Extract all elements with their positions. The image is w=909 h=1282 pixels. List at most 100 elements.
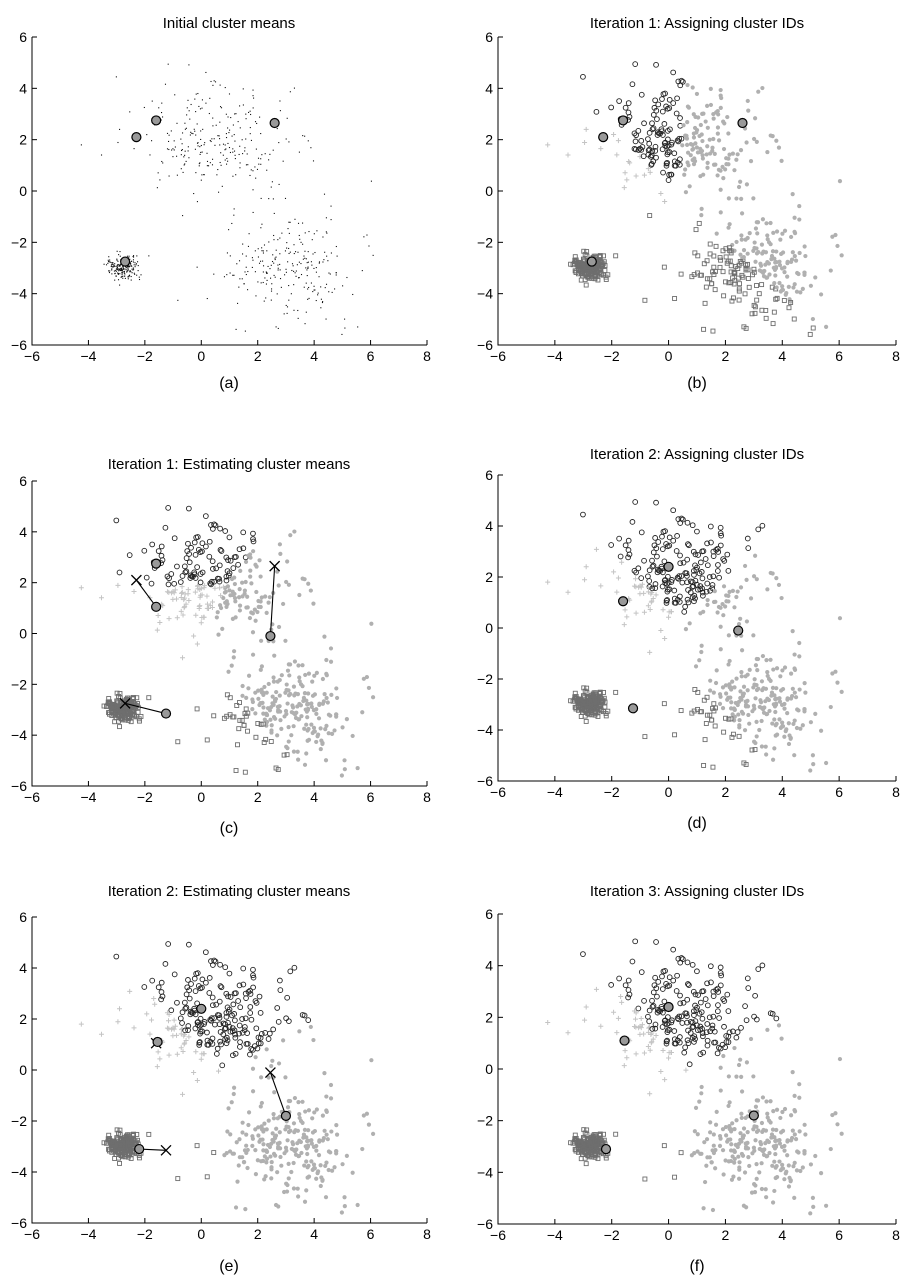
data-point (265, 706, 271, 711)
data-point (328, 646, 334, 651)
data-point (198, 620, 204, 626)
data-point (214, 144, 216, 146)
data-point (646, 130, 653, 136)
data-point (245, 118, 247, 120)
data-point (231, 649, 237, 654)
data-point (357, 326, 359, 328)
data-point (653, 499, 659, 506)
data-point (207, 602, 213, 608)
data-point (624, 614, 630, 620)
data-point (183, 555, 190, 561)
data-point (273, 234, 275, 237)
data-point (659, 96, 665, 102)
data-point (334, 712, 339, 717)
data-point (227, 695, 233, 701)
data-point (653, 939, 659, 945)
data-point (742, 1003, 748, 1009)
data-point (127, 265, 129, 268)
data-point (223, 577, 230, 584)
data-point (272, 198, 274, 200)
data-point (583, 1161, 589, 1167)
data-point (691, 1039, 697, 1045)
data-point (184, 163, 186, 165)
data-point (745, 1130, 750, 1135)
data-point (266, 1118, 271, 1123)
data-point (278, 551, 283, 556)
data-point (625, 554, 631, 561)
data-point (194, 98, 196, 100)
data-point (138, 713, 144, 719)
data-point (662, 967, 668, 974)
data-point (718, 187, 723, 192)
data-point (797, 654, 802, 659)
data-point (782, 1106, 788, 1112)
data-point (702, 1140, 707, 1145)
data-point (707, 963, 714, 970)
data-point (264, 690, 269, 695)
data-point (751, 266, 757, 272)
data-point (674, 972, 680, 979)
data-point (318, 1183, 323, 1189)
data-point (756, 89, 761, 94)
data-point (701, 1206, 706, 1211)
data-point (730, 1121, 735, 1126)
x-tick-label: 2 (254, 789, 262, 805)
data-point (113, 270, 115, 272)
data-point (209, 162, 211, 164)
data-point (111, 264, 113, 266)
data-point (747, 721, 752, 726)
data-point (659, 128, 665, 135)
data-point (360, 1146, 365, 1152)
data-point (179, 1009, 186, 1016)
data-point (218, 191, 220, 193)
data-point (583, 718, 589, 724)
data-point (650, 596, 656, 602)
data-point (279, 726, 284, 731)
data-point (194, 1019, 201, 1026)
data-point (286, 312, 288, 314)
data-point (676, 135, 683, 142)
data-point (369, 621, 374, 626)
data-point (344, 327, 346, 329)
data-point (247, 1051, 253, 1058)
data-point (751, 633, 756, 638)
data-point (754, 734, 759, 739)
axes (497, 914, 896, 1225)
data-point (621, 622, 627, 628)
data-point (798, 726, 803, 731)
data-point (273, 765, 279, 771)
data-point (203, 144, 205, 146)
data-point (238, 568, 243, 574)
data-point (697, 133, 702, 139)
data-point (366, 1122, 372, 1127)
data-point (671, 599, 678, 606)
data-point (742, 291, 748, 297)
data-point (132, 256, 135, 258)
data-point (127, 269, 129, 271)
x-tick-label: 2 (722, 784, 730, 800)
data-point (710, 328, 716, 334)
data-point (227, 127, 229, 129)
data-point (330, 1168, 335, 1173)
x-tick-label: 8 (892, 1227, 900, 1243)
data-point (132, 267, 134, 269)
data-point (197, 1015, 204, 1022)
data-point (231, 655, 236, 660)
data-point (297, 251, 299, 253)
data-point (239, 105, 241, 107)
data-point (692, 1129, 697, 1134)
data-point (705, 103, 710, 108)
data-point (789, 671, 794, 676)
data-point (762, 705, 767, 710)
data-point (182, 569, 189, 576)
data-point (284, 197, 287, 199)
y-tick-label: −2 (11, 1113, 27, 1129)
data-point (264, 1047, 269, 1052)
data-point (271, 679, 277, 684)
data-point (242, 1024, 248, 1030)
points-group (78, 941, 376, 1215)
data-point (111, 262, 113, 264)
data-point (111, 266, 113, 268)
data-point (218, 605, 224, 611)
data-point (211, 1015, 217, 1021)
